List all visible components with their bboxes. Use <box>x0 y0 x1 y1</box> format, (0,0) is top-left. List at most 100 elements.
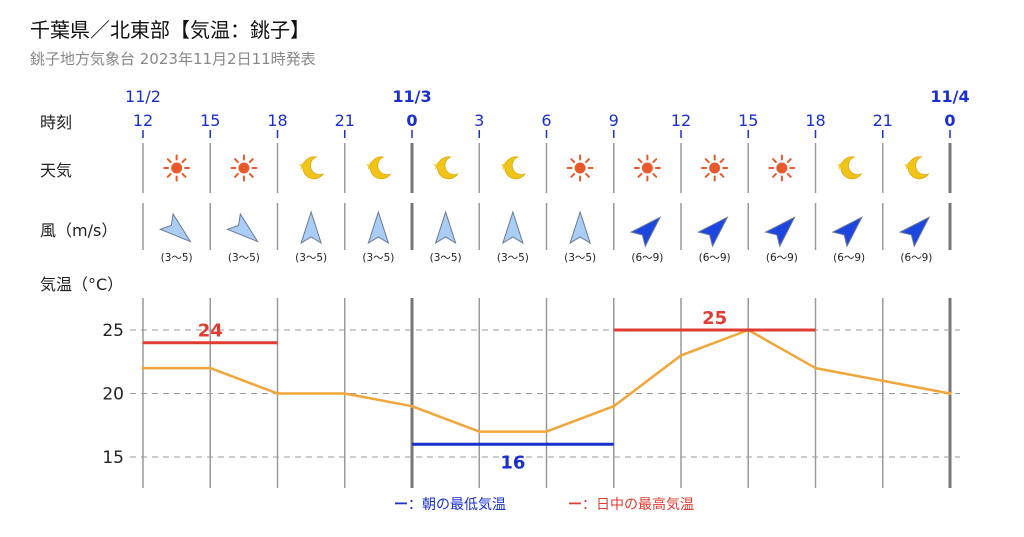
temperature-point <box>477 430 481 434</box>
y-tick-label: 20 <box>102 385 124 405</box>
legend-item: ー：朝の最低気温 <box>394 497 506 513</box>
wind-south-icon <box>434 210 457 245</box>
star-shape <box>836 161 846 170</box>
sun-ray <box>772 158 777 163</box>
legend: ー：朝の最低気温 ー：日中の最高気温 <box>394 496 694 513</box>
wind-speed-label: (3～5) <box>497 252 529 264</box>
y-tick-label: 15 <box>102 448 124 468</box>
max-temperature-label: 25 <box>702 308 727 329</box>
sun-ray <box>704 173 710 178</box>
sun-ray <box>704 158 710 163</box>
sun-icon <box>768 154 796 182</box>
sun-ray <box>652 173 658 178</box>
sun-ray <box>248 158 254 163</box>
sun-icon <box>566 154 594 182</box>
sun-ray <box>234 158 239 163</box>
wind-speed-label: (3～5) <box>564 252 596 264</box>
wind-south-icon <box>367 210 390 245</box>
moon-icon <box>500 156 526 180</box>
temperature-point <box>208 366 212 370</box>
wind-speed-label: (3～5) <box>161 252 193 264</box>
sun-ray <box>570 173 576 178</box>
wind-row: (3～5) (3～5) (3～5) (3～5) (3～5) (3～5) (3～5) (6～9)… <box>158 210 932 264</box>
temperature-point <box>276 392 279 395</box>
temperature-point <box>545 430 548 434</box>
wind-south-west-icon <box>696 216 729 248</box>
wind-speed-label: (3～5) <box>228 252 260 264</box>
sun-core <box>709 162 721 174</box>
moon-icon <box>836 156 863 180</box>
wind-speed-label: (3～5) <box>430 252 462 264</box>
hour-label: 12 <box>671 111 691 130</box>
star-shape <box>433 161 442 170</box>
hour-label: 18 <box>267 111 287 130</box>
legend-symbol: ー <box>394 497 408 513</box>
wind-arrow <box>898 216 931 248</box>
sun-core <box>641 162 653 174</box>
wind-south-west-icon <box>629 216 662 248</box>
wind-arrow <box>434 210 457 245</box>
wind-speed-label: (6～9) <box>766 252 798 264</box>
legend-symbol: ー <box>568 497 582 513</box>
wind-speed-label: (6～9) <box>833 252 865 264</box>
hour-label: 0 <box>944 111 955 130</box>
moon-shape <box>840 156 863 180</box>
sun-ray <box>181 173 187 178</box>
sun-ray <box>786 158 792 163</box>
temperature-point <box>948 392 952 395</box>
wind-arrow <box>764 216 796 248</box>
row-label-wind: 風（m/s） <box>40 221 117 240</box>
moon-icon <box>298 156 325 180</box>
sun-ray <box>166 158 172 163</box>
temperature-point <box>881 379 885 383</box>
date-label: 11/2 <box>125 87 161 106</box>
sun-icon <box>230 154 258 182</box>
wind-arrow <box>629 216 662 248</box>
hour-label: 18 <box>805 111 825 130</box>
wind-speed-label: (6～9) <box>631 252 663 264</box>
sun-ray <box>181 158 187 163</box>
temperature-point <box>343 392 347 395</box>
weather-row <box>163 154 930 182</box>
temperature-point <box>141 366 145 370</box>
temperature-point <box>814 366 817 370</box>
moon-shape <box>907 156 930 180</box>
sun-ray <box>719 158 725 163</box>
sun-icon <box>633 154 661 182</box>
hour-label: 9 <box>609 111 619 130</box>
row-label-weather: 天気 <box>40 161 72 180</box>
sun-ray <box>719 173 725 178</box>
wind-south-west-icon <box>831 216 864 248</box>
wind-arrow <box>831 216 864 248</box>
sun-ray <box>637 173 643 178</box>
moon-shape <box>369 156 392 180</box>
sun-core <box>238 162 250 174</box>
sun-core <box>171 162 183 174</box>
sun-core <box>776 162 788 174</box>
moon-shape <box>437 156 459 180</box>
min-temperature-label: 16 <box>500 452 525 473</box>
wind-south-icon <box>569 210 592 245</box>
star-shape <box>904 161 913 170</box>
grid-layer: 15 20 25 <box>102 143 960 488</box>
temperature-point <box>679 353 683 357</box>
legend-label: ：朝の最低気温 <box>408 497 506 513</box>
temperature-plot: 24 16 25 <box>141 308 952 473</box>
hour-label: 21 <box>335 111 355 130</box>
wind-south-icon <box>300 210 323 245</box>
star-shape <box>500 161 510 170</box>
wind-arrow <box>300 210 323 245</box>
hour-label: 12 <box>133 111 153 130</box>
page-title: 千葉県／北東部【気温：銚子】 <box>30 18 310 42</box>
wind-speed-label: (6～9) <box>900 252 932 264</box>
sun-ray <box>248 173 254 178</box>
wind-arrow <box>501 210 524 245</box>
sun-ray <box>166 173 172 178</box>
wind-arrow <box>569 210 592 245</box>
legend-label: ：日中の最高気温 <box>582 496 694 513</box>
page-subtitle: 銚子地方気象台 2023年11月2日11時発表 <box>30 50 316 68</box>
temperature-point <box>410 404 414 408</box>
hour-label: 21 <box>873 111 893 130</box>
legend-item: ー：日中の最高気温 <box>568 496 694 513</box>
